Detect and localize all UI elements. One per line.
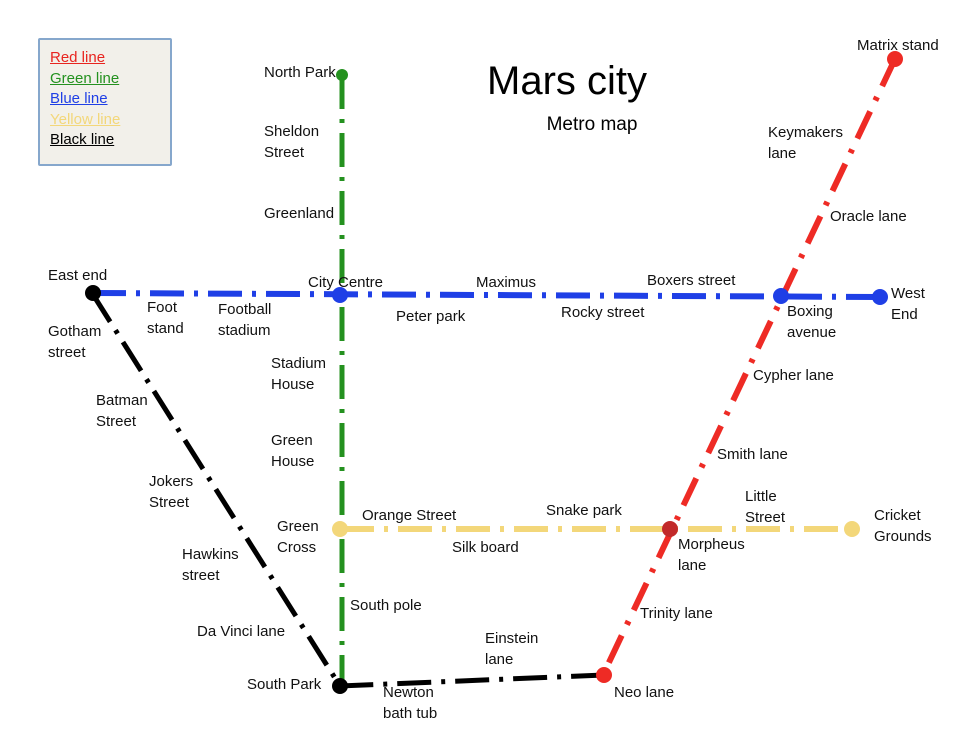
station-marker-matrix-stand[interactable] — [887, 51, 903, 67]
station-label-north-park: North Park — [264, 64, 336, 81]
station-label-east-end: East end — [48, 267, 107, 284]
station-label-keymakers-lane: Keymakers lane — [768, 124, 843, 162]
station-label-snake-park: Snake park — [546, 502, 622, 519]
station-label-south-pole: South pole — [350, 597, 422, 614]
station-marker-boxing-avenue[interactable] — [773, 288, 789, 304]
station-label-foot-stand: Foot stand — [147, 299, 184, 337]
station-label-smith-lane: Smith lane — [717, 446, 788, 463]
station-label-boxing-avenue: Boxing avenue — [787, 303, 836, 341]
station-label-maximus: Maximus — [476, 274, 536, 291]
station-label-trinity-lane: Trinity lane — [640, 605, 713, 622]
legend-item-blue-line[interactable]: Blue line — [50, 90, 108, 108]
station-label-boxers-street: Boxers street — [647, 272, 736, 289]
station-label-jokers-street: Jokers Street — [149, 473, 193, 511]
station-marker-neo-lane[interactable] — [596, 667, 612, 683]
legend-item-green-line[interactable]: Green line — [50, 69, 120, 87]
station-label-green-cross: Green Cross — [277, 518, 319, 556]
legend-item-yellow-line[interactable]: Yellow line — [50, 110, 121, 128]
station-marker-west-end[interactable] — [872, 289, 888, 305]
station-label-stadium-house: Stadium House — [271, 355, 326, 393]
station-label-matrix-stand: Matrix stand — [857, 37, 939, 54]
station-label-sheldon-street: Sheldon Street — [264, 123, 319, 161]
station-label-south-park: South Park — [247, 676, 322, 693]
station-label-football-stadium: Football stadium — [218, 301, 271, 339]
station-label-batman-street: Batman Street — [96, 392, 148, 430]
station-marker-north-park[interactable] — [336, 69, 348, 81]
station-label-morpheus-lane: Morpheus lane — [678, 536, 745, 574]
legend: Red line Green line Blue line Yellow lin… — [38, 38, 172, 166]
station-label-cypher-lane: Cypher lane — [753, 367, 834, 384]
map-title: Mars city — [487, 59, 647, 103]
map-subtitle: Metro map — [547, 114, 638, 135]
legend-item-black-line[interactable]: Black line — [50, 131, 115, 149]
station-label-orange-street: Orange Street — [362, 507, 457, 524]
station-label-neo-lane: Neo lane — [614, 684, 674, 701]
station-label-da-vinci-lane: Da Vinci lane — [197, 623, 285, 640]
station-label-west-end: West End — [891, 285, 926, 323]
blue-line-route — [91, 290, 881, 300]
station-label-rocky-street: Rocky street — [561, 304, 645, 321]
station-label-hawkins-street: Hawkins street — [182, 546, 239, 584]
station-label-greenland: Greenland — [264, 205, 334, 222]
station-labels: North Park Sheldon Street Greenland City … — [48, 37, 939, 722]
station-marker-green-cross[interactable] — [332, 521, 348, 537]
station-label-little-street: Little Street — [745, 488, 786, 526]
station-label-cricket-grounds: Cricket Grounds — [874, 507, 932, 545]
station-label-peter-park: Peter park — [396, 308, 466, 325]
station-label-gotham-street: Gotham street — [48, 323, 101, 361]
station-markers — [85, 51, 903, 694]
station-marker-south-park[interactable] — [332, 678, 348, 694]
station-label-green-house: Green House — [271, 432, 314, 470]
station-label-oracle-lane: Oracle lane — [830, 208, 907, 225]
station-marker-east-end[interactable] — [85, 285, 101, 301]
legend-item-red-line[interactable]: Red line — [50, 49, 106, 66]
station-marker-cricket-grounds[interactable] — [844, 521, 860, 537]
red-line-route — [600, 57, 898, 677]
station-label-city-centre: City Centre — [308, 274, 383, 291]
station-marker-city-centre[interactable] — [332, 287, 348, 303]
station-label-newton-bath-tub: Newton bath tub — [383, 684, 437, 722]
station-label-silk-board: Silk board — [452, 539, 519, 556]
station-marker-morpheus-lane[interactable] — [662, 521, 678, 537]
station-label-einstein-lane: Einstein lane — [485, 630, 538, 668]
